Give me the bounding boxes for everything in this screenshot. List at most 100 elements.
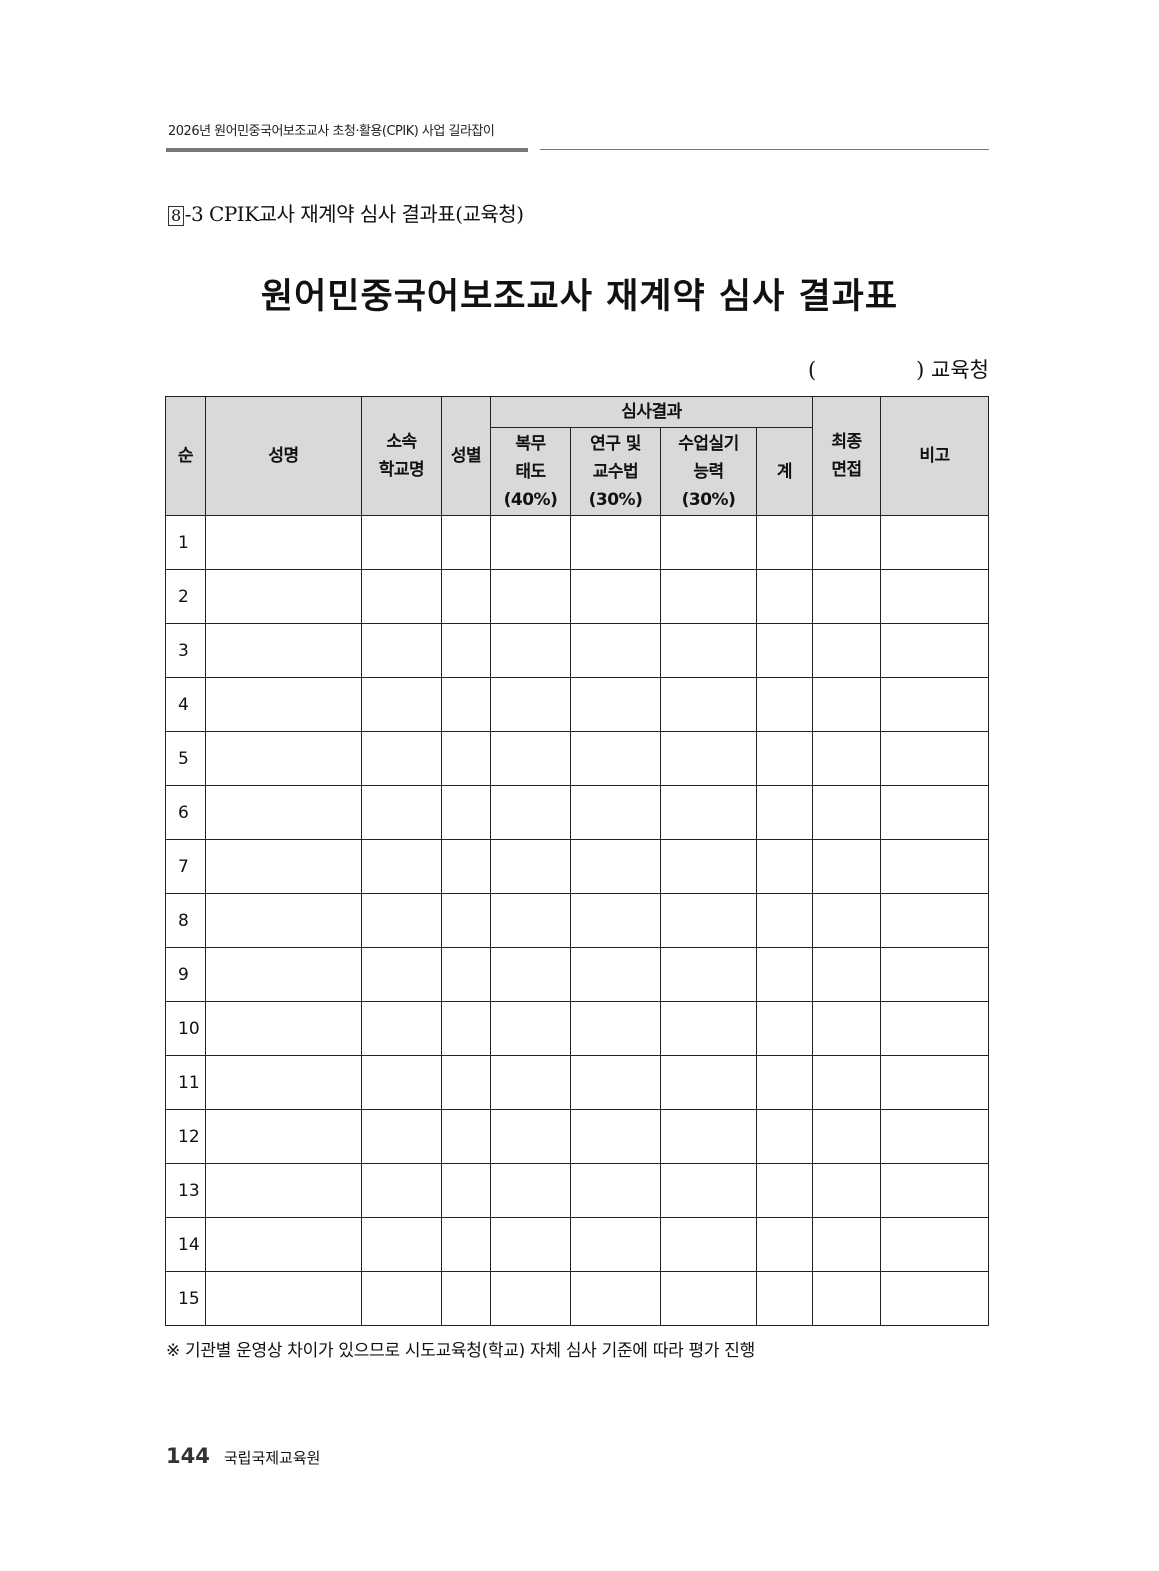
row-number: 8 xyxy=(165,893,206,948)
table-cell xyxy=(880,839,989,894)
table-cell xyxy=(756,623,813,678)
table-cell xyxy=(570,893,661,948)
table-cell xyxy=(880,1109,989,1164)
table-cell xyxy=(570,1109,661,1164)
table-cell xyxy=(205,893,362,948)
table-row: 4 xyxy=(165,677,989,732)
table-cell xyxy=(205,1001,362,1056)
table-cell xyxy=(361,515,442,570)
table-row: 9 xyxy=(165,947,989,1002)
table-cell xyxy=(570,1055,661,1110)
header-teaching: 수업실기 능력 (30%) xyxy=(660,427,757,516)
table-cell xyxy=(570,623,661,678)
table-cell xyxy=(812,947,881,1002)
table-cell xyxy=(361,839,442,894)
table-cell xyxy=(570,1217,661,1272)
row-number: 9 xyxy=(165,947,206,1002)
table-cell xyxy=(660,1001,757,1056)
table-cell xyxy=(490,623,571,678)
office-label: () 교육청 xyxy=(808,354,989,384)
table-cell xyxy=(441,1271,491,1326)
table-cell xyxy=(756,1217,813,1272)
table-row: 15 xyxy=(165,1271,989,1326)
table-row: 1 xyxy=(165,515,989,570)
table-cell xyxy=(205,677,362,732)
table-cell xyxy=(441,1163,491,1218)
page-title: 원어민중국어보조교사 재계약 심사 결과표 xyxy=(260,277,899,317)
table-row: 10 xyxy=(165,1001,989,1056)
office-open-paren: ( xyxy=(807,358,817,382)
table-cell xyxy=(441,1055,491,1110)
table-row: 5 xyxy=(165,731,989,786)
table-cell xyxy=(756,1163,813,1218)
table-row: 7 xyxy=(165,839,989,894)
table-cell xyxy=(490,893,571,948)
table-cell xyxy=(361,1001,442,1056)
table-cell xyxy=(756,785,813,840)
table-cell xyxy=(812,839,881,894)
table-cell xyxy=(660,515,757,570)
footnote: ※ 기관별 운영상 차이가 있으므로 시도교육청(학교) 자체 심사 기준에 따… xyxy=(166,1341,755,1361)
table-cell xyxy=(812,677,881,732)
table-cell xyxy=(490,1271,571,1326)
table-cell xyxy=(361,623,442,678)
header-total: 계 xyxy=(756,427,813,516)
header-name: 성명 xyxy=(205,396,362,516)
table-cell xyxy=(441,893,491,948)
table-cell xyxy=(441,623,491,678)
table-row: 6 xyxy=(165,785,989,840)
table-cell xyxy=(490,839,571,894)
table-cell xyxy=(880,677,989,732)
table-row: 3 xyxy=(165,623,989,678)
row-number: 15 xyxy=(165,1271,206,1326)
table-row: 13 xyxy=(165,1163,989,1218)
table-cell xyxy=(441,839,491,894)
table-cell xyxy=(880,569,989,624)
table-cell xyxy=(205,1055,362,1110)
table-cell xyxy=(205,1271,362,1326)
table-cell xyxy=(880,1217,989,1272)
table-cell xyxy=(205,785,362,840)
table-cell xyxy=(490,515,571,570)
table-cell xyxy=(660,1163,757,1218)
table-cell xyxy=(205,1109,362,1164)
table-row: 11 xyxy=(165,1055,989,1110)
table-cell xyxy=(570,947,661,1002)
header-remarks: 비고 xyxy=(880,396,989,516)
row-number: 6 xyxy=(165,785,206,840)
header-result-group: 심사결과 xyxy=(490,396,813,428)
row-number: 2 xyxy=(165,569,206,624)
table-cell xyxy=(880,947,989,1002)
table-cell xyxy=(570,677,661,732)
table-cell xyxy=(660,785,757,840)
table-cell xyxy=(361,569,442,624)
table-cell xyxy=(205,839,362,894)
table-cell xyxy=(660,893,757,948)
table-row: 12 xyxy=(165,1109,989,1164)
table-cell xyxy=(361,731,442,786)
row-number: 1 xyxy=(165,515,206,570)
table-cell xyxy=(490,947,571,1002)
section-heading-text: -3 CPIK교사 재계약 심사 결과표(교육청) xyxy=(184,202,524,226)
header-research: 연구 및 교수법 (30%) xyxy=(570,427,661,516)
table-cell xyxy=(756,1271,813,1326)
table-cell xyxy=(490,785,571,840)
row-number: 7 xyxy=(165,839,206,894)
row-number: 3 xyxy=(165,623,206,678)
table-cell xyxy=(441,1109,491,1164)
table-cell xyxy=(812,785,881,840)
table-cell xyxy=(660,569,757,624)
table-cell xyxy=(490,1001,571,1056)
table-cell xyxy=(361,947,442,1002)
table-cell xyxy=(812,623,881,678)
row-number: 13 xyxy=(165,1163,206,1218)
table-cell xyxy=(880,515,989,570)
table-cell xyxy=(361,893,442,948)
table-cell xyxy=(361,1271,442,1326)
header-school: 소속 학교명 xyxy=(361,396,442,516)
table-cell xyxy=(361,785,442,840)
table-cell xyxy=(441,515,491,570)
table-cell xyxy=(205,515,362,570)
table-cell xyxy=(361,1109,442,1164)
table-cell xyxy=(441,1001,491,1056)
